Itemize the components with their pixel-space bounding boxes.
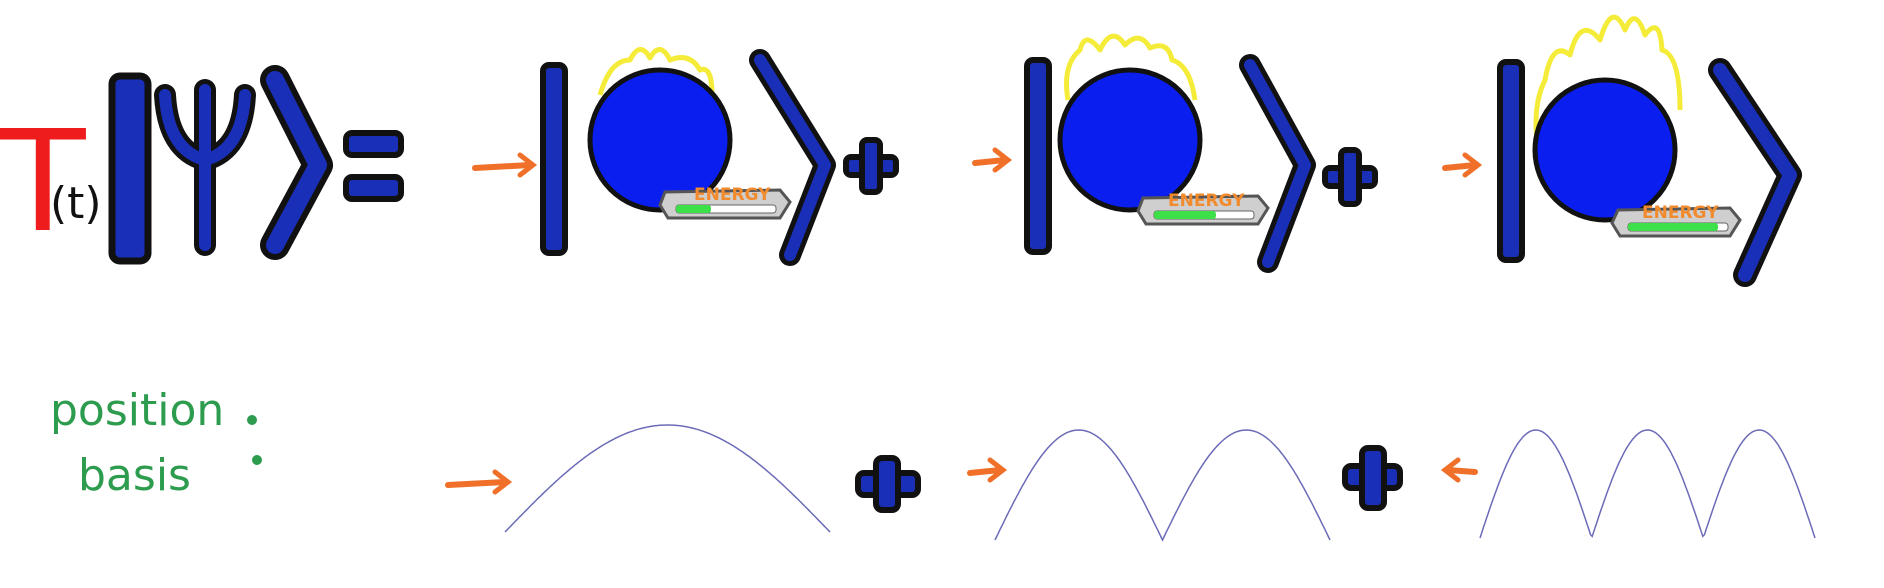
energy-label: ENERGY (694, 185, 771, 205)
wave-half-periods-2 (994, 429, 1331, 542)
plus-sign (1322, 147, 1378, 207)
energy-bar-fill (1154, 211, 1216, 219)
wave-half-periods-3 (1479, 429, 1816, 539)
orange-arrow (967, 457, 1008, 483)
equals-sign (343, 130, 404, 202)
plus-sign (843, 137, 899, 195)
energy-bar-fill (676, 205, 711, 213)
colon-dot (247, 415, 257, 425)
energy-meter: ENERGY (658, 185, 792, 220)
orange-arrow (1442, 162, 1478, 171)
psi-symbol (154, 79, 256, 256)
orange-arrow (1440, 457, 1478, 483)
orange-arrow (472, 162, 533, 171)
ket-left-bar (1497, 59, 1525, 263)
state-ball (1057, 67, 1203, 213)
orange-arrow (445, 469, 513, 495)
state-ball (587, 67, 733, 213)
plus-sign (855, 455, 921, 513)
position-basis-label: position basis (50, 385, 262, 501)
energy-label: ENERGY (1642, 203, 1719, 223)
energy-flame (597, 47, 715, 96)
state-ball (1532, 77, 1678, 223)
ket-left-bar (540, 62, 568, 256)
colon-dot (252, 455, 262, 465)
label-line-2: basis (78, 450, 191, 501)
energy-state-3: ENERGY (1442, 14, 1802, 287)
evolution-operator: T (t) (0, 101, 102, 264)
energy-label: ENERGY (1168, 191, 1245, 211)
orange-arrow (972, 157, 1008, 166)
energy-flame (1064, 33, 1198, 101)
energy-state-2: ENERGY (972, 33, 1316, 273)
energy-bar-fill (1628, 223, 1718, 231)
energy-meter: ENERGY (1610, 203, 1742, 238)
operator-letter: T (0, 101, 86, 264)
ket-left-bar (1024, 57, 1052, 255)
ket-left-bar (108, 72, 152, 265)
wave-half-periods-1 (504, 424, 831, 533)
energy-flame (1533, 14, 1683, 161)
label-line-1: position (50, 385, 224, 436)
energy-state-1: ENERGY (472, 47, 836, 266)
plus-sign (1342, 445, 1403, 511)
operator-argument: (t) (50, 178, 102, 229)
energy-meter: ENERGY (1136, 191, 1270, 226)
psi-ket (108, 65, 333, 265)
